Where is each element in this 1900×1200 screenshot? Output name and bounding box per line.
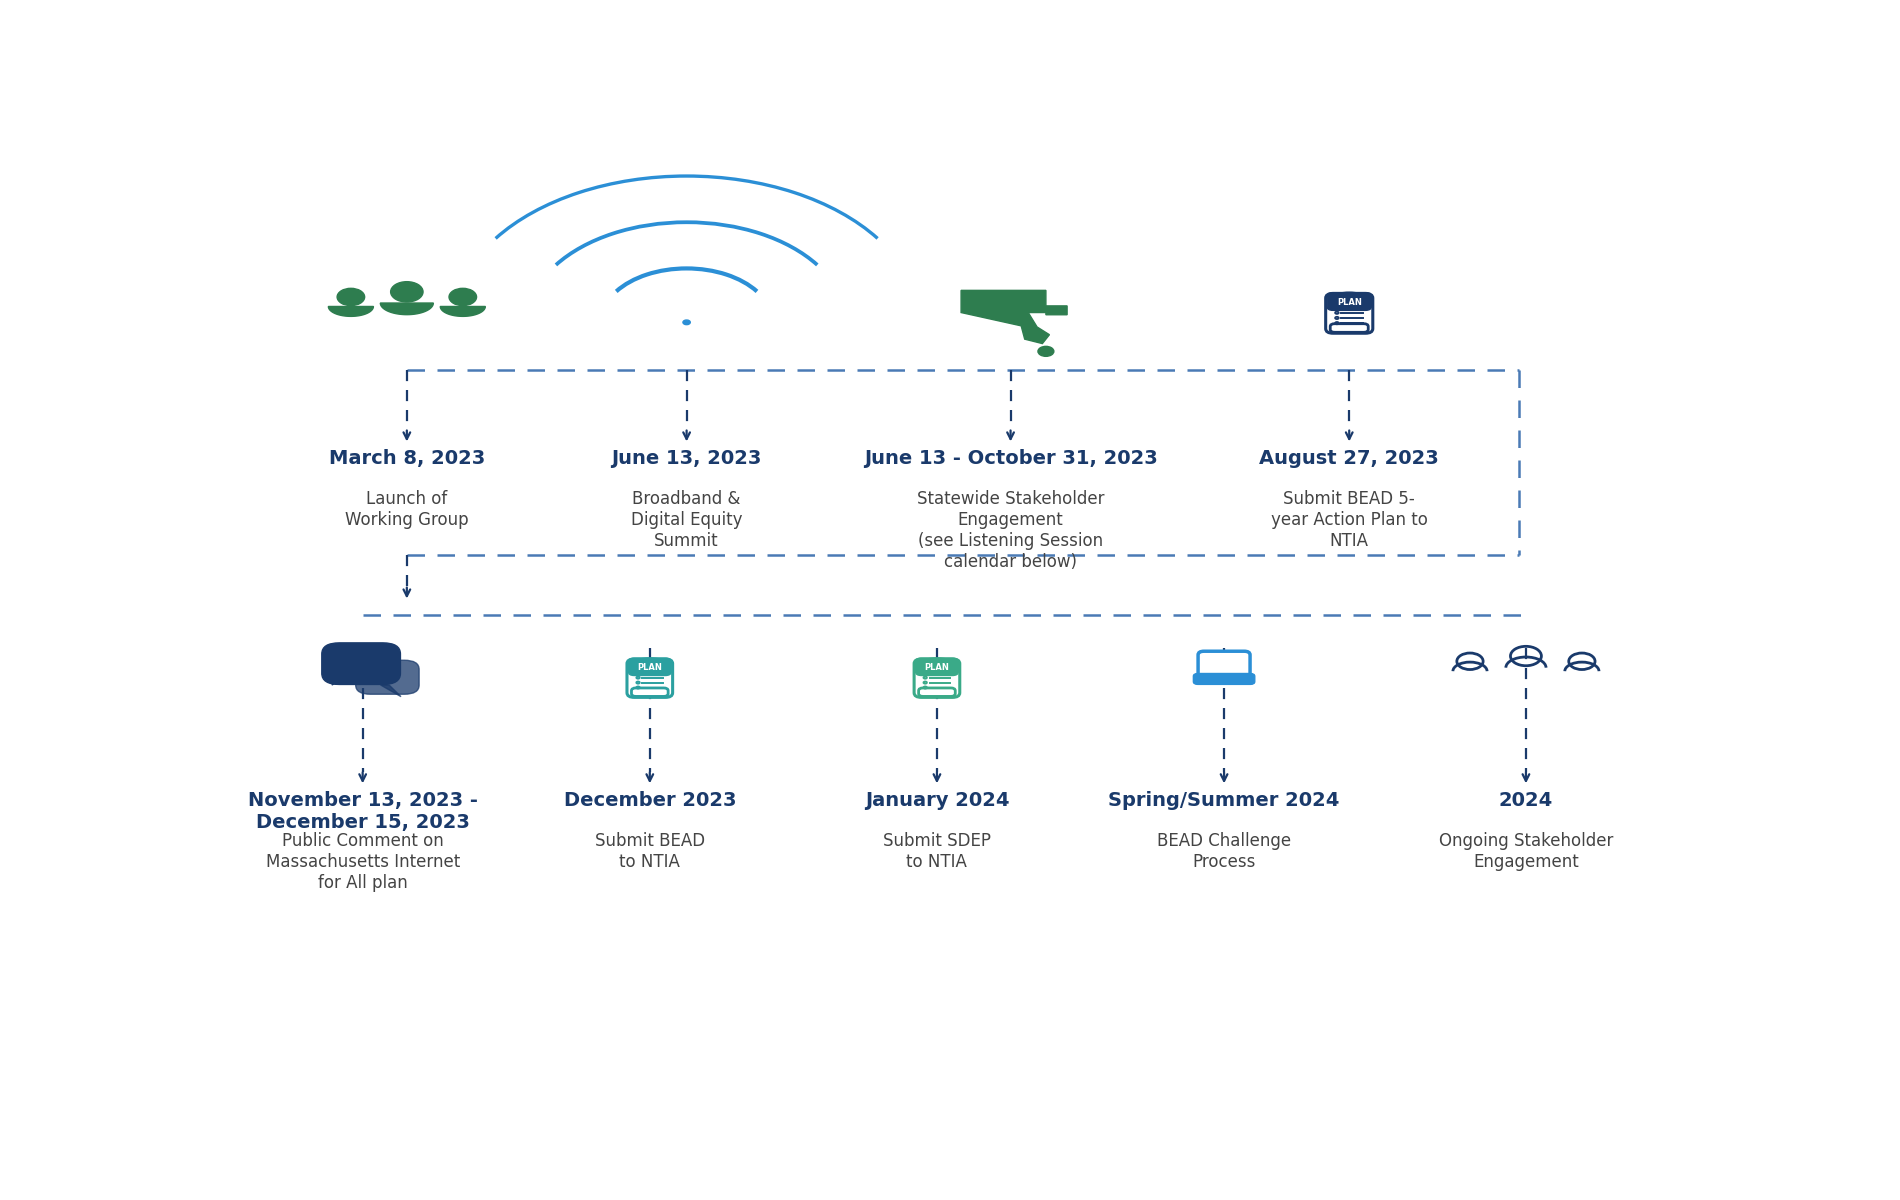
Circle shape — [682, 320, 690, 325]
Text: December 2023: December 2023 — [564, 791, 735, 810]
Circle shape — [391, 282, 424, 302]
Polygon shape — [380, 685, 401, 697]
Polygon shape — [380, 304, 433, 314]
Text: August 27, 2023: August 27, 2023 — [1260, 449, 1438, 468]
FancyBboxPatch shape — [627, 659, 673, 697]
FancyBboxPatch shape — [355, 660, 420, 695]
FancyBboxPatch shape — [916, 658, 958, 676]
Text: Submit SDEP
to NTIA: Submit SDEP to NTIA — [884, 833, 992, 871]
FancyBboxPatch shape — [321, 643, 401, 684]
Polygon shape — [329, 306, 374, 317]
FancyBboxPatch shape — [1326, 294, 1374, 334]
FancyBboxPatch shape — [918, 688, 956, 696]
FancyBboxPatch shape — [1199, 652, 1250, 678]
Text: Ongoing Stakeholder
Engagement: Ongoing Stakeholder Engagement — [1438, 833, 1613, 871]
Text: PLAN: PLAN — [925, 664, 950, 672]
Text: Public Comment on
Massachusetts Internet
for All plan: Public Comment on Massachusetts Internet… — [266, 833, 460, 892]
Text: June 13 - October 31, 2023: June 13 - October 31, 2023 — [864, 449, 1157, 468]
Text: PLAN: PLAN — [636, 664, 663, 672]
FancyBboxPatch shape — [914, 659, 960, 697]
FancyBboxPatch shape — [1326, 293, 1372, 311]
Polygon shape — [332, 673, 357, 685]
Circle shape — [1037, 347, 1054, 356]
Circle shape — [448, 288, 477, 306]
FancyBboxPatch shape — [1330, 324, 1368, 332]
Text: BEAD Challenge
Process: BEAD Challenge Process — [1157, 833, 1292, 871]
Text: Submit BEAD
to NTIA: Submit BEAD to NTIA — [595, 833, 705, 871]
Text: Statewide Stakeholder
Engagement
(see Listening Session
calendar below): Statewide Stakeholder Engagement (see Li… — [918, 491, 1104, 571]
Text: Spring/Summer 2024: Spring/Summer 2024 — [1108, 791, 1339, 810]
Circle shape — [336, 288, 365, 306]
Text: Launch of
Working Group: Launch of Working Group — [346, 491, 469, 529]
FancyBboxPatch shape — [631, 688, 669, 696]
Text: PLAN: PLAN — [1338, 298, 1362, 307]
Polygon shape — [441, 306, 484, 317]
Polygon shape — [961, 290, 1068, 343]
Text: January 2024: January 2024 — [864, 791, 1009, 810]
Text: Broadband &
Digital Equity
Summit: Broadband & Digital Equity Summit — [631, 491, 743, 550]
Text: June 13, 2023: June 13, 2023 — [612, 449, 762, 468]
Text: March 8, 2023: March 8, 2023 — [329, 449, 484, 468]
FancyBboxPatch shape — [1203, 654, 1246, 676]
Text: Submit BEAD 5-
year Action Plan to
NTIA: Submit BEAD 5- year Action Plan to NTIA — [1271, 491, 1427, 550]
FancyBboxPatch shape — [629, 658, 671, 676]
Text: 2024: 2024 — [1499, 791, 1552, 810]
FancyBboxPatch shape — [1193, 673, 1254, 684]
Text: November 13, 2023 -
December 15, 2023: November 13, 2023 - December 15, 2023 — [247, 791, 477, 832]
